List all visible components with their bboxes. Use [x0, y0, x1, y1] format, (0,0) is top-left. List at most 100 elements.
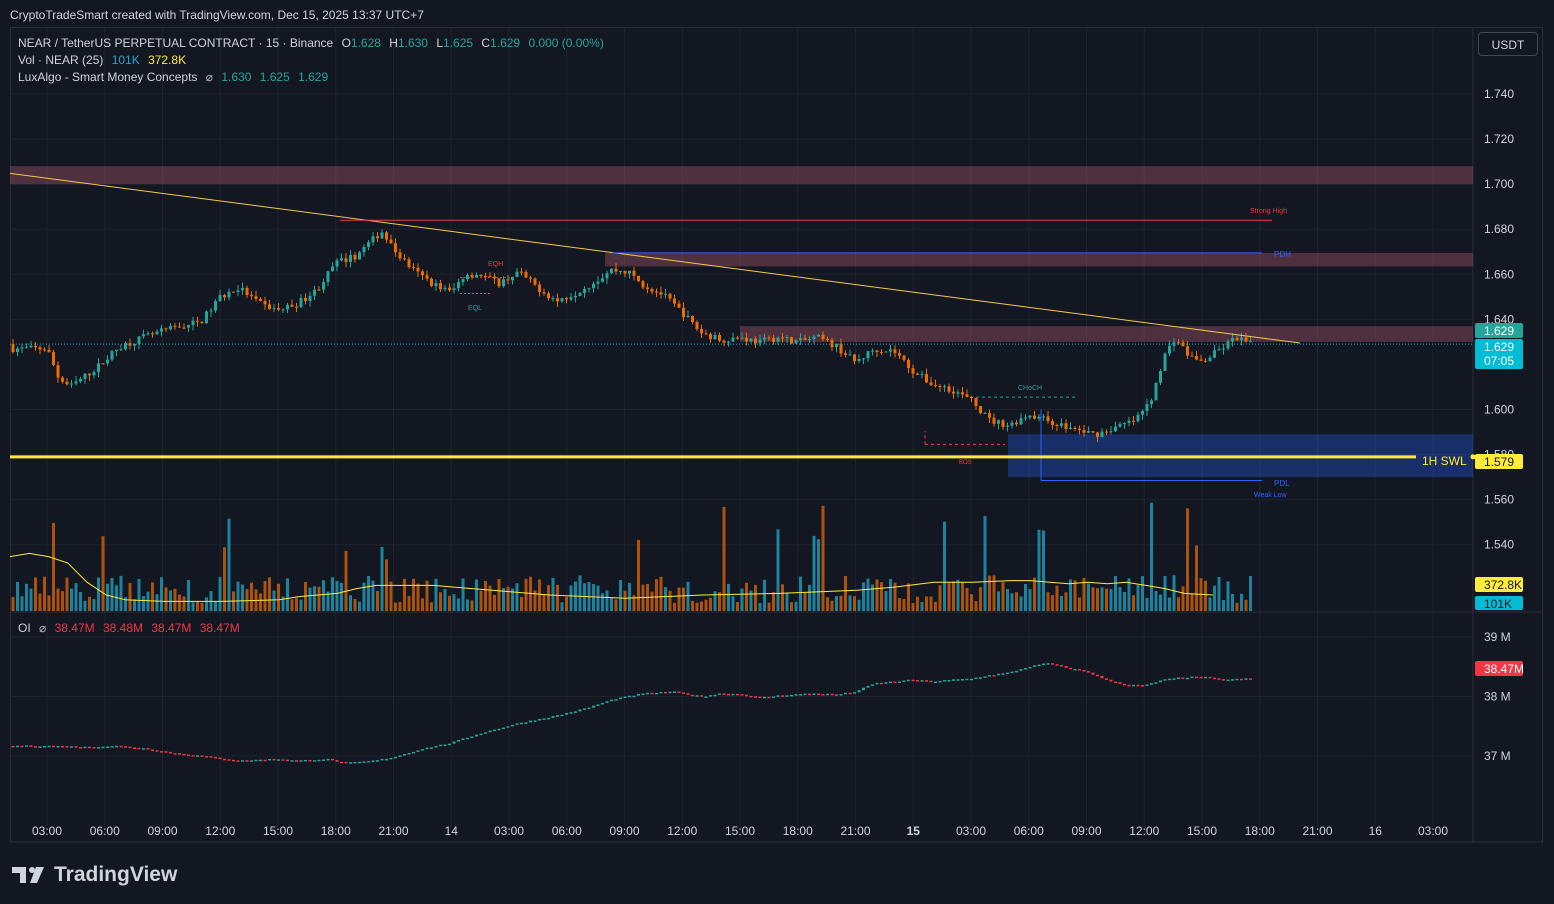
- oi-candle: [326, 758, 330, 761]
- candle-body: [1118, 423, 1122, 427]
- oi-candle: [1145, 684, 1149, 686]
- volume-bar: [1087, 583, 1090, 611]
- candle-body: [610, 268, 613, 274]
- candle: [146, 331, 150, 336]
- chart[interactable]: EQH EQL Strong High PDH CHoCH PDL Weak Low BOS 1…: [10, 27, 1543, 843]
- candle: [286, 302, 289, 314]
- oi-candle: [866, 685, 870, 688]
- volume-bar: [119, 575, 123, 611]
- oi-label[interactable]: OI: [18, 621, 31, 635]
- candle-body: [835, 343, 838, 348]
- smc-legend[interactable]: LuxAlgo - Smart Money Concepts ⌀ 1.630 1…: [18, 70, 333, 84]
- time-tick-label: 06:00: [1014, 824, 1044, 838]
- candle-body: [1226, 341, 1230, 349]
- oi-legend[interactable]: OI ⌀ 38.47M 38.48M 38.47M 38.47M: [18, 621, 245, 635]
- candle: [74, 376, 78, 386]
- oi-candle: [587, 707, 591, 710]
- volume-bar: [916, 596, 919, 611]
- volume-bar: [637, 539, 640, 611]
- candle: [191, 316, 195, 331]
- candle: [83, 373, 87, 384]
- currency-button[interactable]: USDT: [1478, 32, 1538, 56]
- candle: [196, 316, 199, 327]
- volume-bar: [263, 580, 267, 611]
- candle-body: [983, 412, 987, 414]
- tradingview-logo[interactable]: TradingView: [12, 863, 177, 887]
- candle-body: [794, 340, 798, 344]
- volume-bar: [682, 587, 685, 611]
- candle-body: [1019, 418, 1023, 425]
- candle-body: [353, 254, 357, 260]
- candle: [911, 364, 915, 379]
- oi-tick-label: 39 M: [1484, 630, 1511, 644]
- candle-body: [808, 338, 811, 340]
- oi-candle: [961, 678, 964, 681]
- volume-legend[interactable]: Vol · NEAR (25) 101K 372.8K: [18, 53, 191, 67]
- candle-body: [880, 352, 883, 354]
- oi-candle: [938, 680, 942, 683]
- oi-candle: [146, 748, 150, 750]
- candle-body: [695, 322, 699, 330]
- volume-bar: [952, 581, 955, 611]
- volume-bar: [934, 601, 937, 611]
- candle-body: [866, 351, 870, 359]
- candle-body: [416, 267, 420, 272]
- volume-bar: [790, 602, 793, 611]
- candle: [362, 244, 366, 257]
- oi-candle: [331, 758, 334, 761]
- volume-bar: [520, 596, 523, 611]
- chart-frame[interactable]: EQH EQL Strong High PDH CHoCH PDL Weak Low BOS 1…: [10, 27, 1543, 843]
- candle-body: [731, 337, 735, 342]
- smc-label[interactable]: LuxAlgo - Smart Money Concepts: [18, 70, 198, 84]
- oi-candle: [182, 753, 186, 756]
- volume-bar: [844, 576, 847, 611]
- candle-body: [1244, 337, 1248, 342]
- oi-candle: [461, 738, 465, 741]
- candle-body: [1132, 420, 1135, 422]
- oi-candle: [272, 758, 276, 761]
- candle-body: [826, 339, 829, 341]
- candle-body: [1096, 432, 1099, 438]
- candle-body: [1042, 416, 1045, 418]
- candle: [659, 286, 663, 299]
- candle: [952, 386, 955, 399]
- candle: [875, 349, 879, 357]
- symbol-title[interactable]: NEAR / TetherUS PERPETUAL CONTRACT · 15 …: [18, 36, 334, 50]
- oi-candle: [952, 679, 955, 681]
- oi-candle: [668, 691, 672, 694]
- oi-candle: [43, 746, 46, 748]
- candle-body: [268, 304, 271, 310]
- candle-body: [304, 297, 307, 302]
- price-tick-label: 1.540: [1484, 538, 1514, 552]
- volume-bar: [1073, 580, 1077, 611]
- candle: [520, 267, 523, 276]
- oi-candle: [412, 751, 415, 754]
- volume-bar: [1208, 597, 1212, 611]
- volume-bar: [1051, 595, 1054, 611]
- volume-bar: [398, 602, 402, 611]
- price-tick-label: 1.720: [1484, 132, 1514, 146]
- candle-body: [263, 300, 267, 305]
- volume-bar: [965, 587, 969, 611]
- volume-bar: [362, 582, 366, 611]
- candle-body: [448, 287, 451, 291]
- candle-body: [992, 417, 996, 424]
- volume-bar: [542, 594, 546, 611]
- oi-candle: [290, 760, 294, 762]
- oi-candle: [880, 682, 883, 685]
- oi-candle: [997, 673, 1000, 676]
- volume-bar: [551, 577, 555, 611]
- volume-bar: [893, 582, 897, 611]
- oi-candle: [862, 687, 865, 691]
- candle-body: [619, 270, 622, 272]
- oi-candle: [929, 680, 933, 683]
- symbol-legend[interactable]: NEAR / TetherUS PERPETUAL CONTRACT · 15 …: [18, 36, 609, 50]
- candle: [790, 336, 793, 345]
- volume-label[interactable]: Vol · NEAR (25): [18, 53, 104, 67]
- candle-body: [709, 333, 712, 340]
- volume-bar: [547, 585, 550, 611]
- candle-body: [1127, 420, 1131, 423]
- oi-candle: [1055, 664, 1059, 666]
- oi-candle: [830, 693, 834, 696]
- candle: [974, 397, 978, 410]
